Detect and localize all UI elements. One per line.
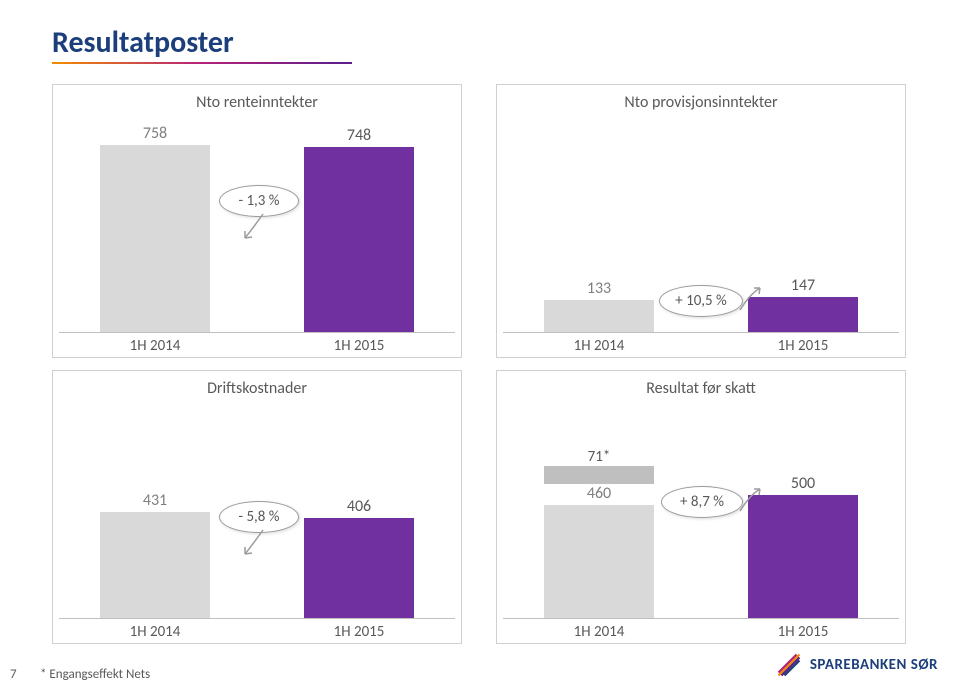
axis-baseline: [59, 618, 455, 619]
panel-title: Resultat før skatt: [497, 379, 905, 398]
x-axis-label: 1H 2014: [95, 623, 215, 641]
x-axis-label: 1H 2015: [743, 337, 863, 355]
bar-rect: [100, 512, 210, 619]
bar-value-label: 406: [347, 497, 371, 516]
x-axis-label: 1H 2015: [299, 623, 419, 641]
bar: 431: [95, 491, 215, 619]
slide-number: 7: [10, 667, 17, 682]
panel-title: Nto renteinntekter: [53, 93, 461, 112]
x-axis-label: 1H 2014: [539, 337, 659, 355]
bar-value-label: 758: [143, 124, 167, 143]
axis-baseline: [59, 332, 455, 333]
bar-value-label: 500: [791, 474, 815, 493]
bar: 748: [299, 126, 419, 333]
change-callout: + 10,5 %: [659, 285, 743, 317]
bar: 406: [299, 497, 419, 619]
x-axis-labels: 1H 2014 1H 2015: [497, 337, 905, 355]
logo-mark-icon: [774, 650, 804, 680]
bar-rect: [100, 145, 210, 333]
x-axis-label: 1H 2014: [539, 623, 659, 641]
arrow-up-icon: [736, 282, 776, 322]
bar-value-label: 431: [143, 491, 167, 510]
bar: 133: [539, 279, 659, 333]
bar-rect: [544, 300, 654, 333]
x-axis-labels: 1H 2014 1H 2015: [53, 337, 461, 355]
bar-rect: [304, 147, 414, 333]
chart-panel-nto-rente: Nto renteinntekter7587481H 20141H 2015- …: [52, 84, 462, 358]
chart-panel-resultat: Resultat før skatt71*4605001H 20141H 201…: [496, 370, 906, 644]
change-callout: + 8,7 %: [661, 486, 743, 518]
bars-group: 71* 460 500: [497, 448, 905, 619]
x-axis-labels: 1H 2014 1H 2015: [497, 623, 905, 641]
chart-panel-nto-prov: Nto provisjonsinntekter1331471H 20141H 2…: [496, 84, 906, 358]
arrow-down-icon: [241, 528, 281, 568]
bar-rect: [304, 518, 414, 619]
page-title: Resultatposter: [52, 24, 234, 61]
bar-stack-top: [544, 466, 654, 484]
arrow-up-icon: [736, 483, 776, 523]
panel-title: Nto provisjonsinntekter: [497, 93, 905, 112]
panel-title: Driftskostnader: [53, 379, 461, 398]
bar: 71* 460: [539, 448, 659, 619]
bar-value-label: 748: [347, 126, 371, 145]
axis-baseline: [503, 618, 899, 619]
bar-value-label: 460: [587, 484, 611, 503]
title-underline: [52, 62, 352, 64]
logo-text: SPAREBANKEN SØR: [810, 656, 938, 674]
bar-stack-top-label: 71*: [588, 448, 611, 466]
axis-baseline: [503, 332, 899, 333]
bar: 758: [95, 124, 215, 333]
bar-value-label: 133: [587, 279, 611, 298]
x-axis-label: 1H 2014: [95, 337, 215, 355]
x-axis-label: 1H 2015: [299, 337, 419, 355]
footnote: * Engangseffekt Nets: [40, 667, 150, 682]
chart-panel-driftskost: Driftskostnader4314061H 20141H 2015- 5,8…: [52, 370, 462, 644]
arrow-down-icon: [241, 212, 281, 252]
brand-logo: SPAREBANKEN SØR: [774, 650, 938, 680]
bar-rect: [544, 505, 654, 619]
bar-value-label: 147: [791, 276, 815, 295]
x-axis-label: 1H 2015: [743, 623, 863, 641]
x-axis-labels: 1H 2014 1H 2015: [53, 623, 461, 641]
